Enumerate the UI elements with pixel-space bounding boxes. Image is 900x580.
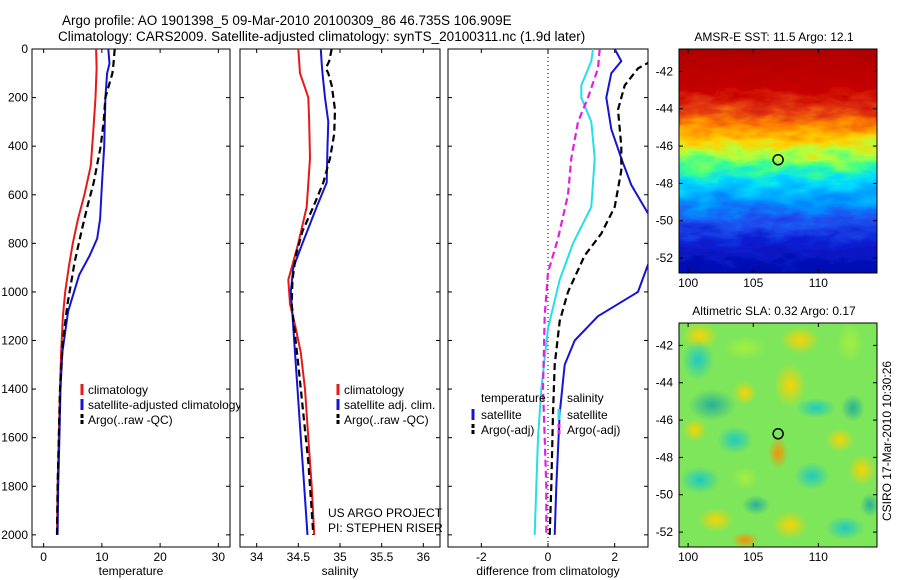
annotation-line: US ARGO PROJECT (328, 506, 443, 520)
legend-label: Argo(..raw -QC) (344, 413, 429, 427)
legend-label: satellite-adjusted climatology (88, 398, 241, 412)
y-tick-label: -52 (656, 251, 674, 265)
map-title: AMSR-E SST: 11.5 Argo: 12.1 (694, 30, 854, 44)
legend-label: satellite (567, 408, 608, 422)
x-tick-label: 34.5 (287, 550, 311, 564)
series-group (55, 49, 116, 535)
x-tick-label: 30 (212, 550, 226, 564)
y-tick-label: -48 (656, 176, 674, 190)
y-tick-label: 600 (8, 188, 28, 202)
y-tick-label: 400 (8, 139, 28, 153)
map-frame (678, 322, 878, 548)
figure-title-line-2: Climatology: CARS2009. Satellite-adjuste… (58, 29, 586, 44)
legend-label: satellite adj. clim. (344, 398, 435, 412)
argo-float-marker (772, 428, 784, 440)
y-tick-label: 1800 (1, 479, 28, 493)
sla-heatmap-image (679, 323, 877, 547)
series-line (533, 49, 596, 535)
legend-label: climatology (344, 383, 404, 397)
y-tick-label: 1400 (1, 382, 28, 396)
sst-heatmap-image (679, 49, 877, 273)
map-title: Altimetric SLA: 0.32 Argo: 0.17 (692, 304, 856, 318)
y-tick-label: -46 (656, 413, 674, 427)
x-tick-label: 34 (250, 550, 264, 564)
y-tick-label: -44 (656, 102, 674, 116)
x-tick-label: 110 (809, 276, 828, 290)
y-tick-label: -46 (656, 139, 674, 153)
series-line (290, 49, 337, 535)
x-axis-label: salinity (322, 564, 359, 578)
legend-label: Argo(..raw -QC) (88, 413, 173, 427)
y-tick-label: -50 (656, 488, 674, 502)
x-tick-label: 35.5 (370, 550, 394, 564)
y-tick-label: 1000 (1, 285, 28, 299)
y-tick-label: 200 (8, 91, 28, 105)
y-tick-label: -52 (656, 525, 674, 539)
legend-label: Argo(-adj) (567, 423, 620, 437)
series-line (55, 49, 116, 535)
x-tick-label: 105 (743, 276, 763, 290)
salinity-panel: 34 34.5 35 35.5 36 salinity climatologysatelli… (239, 48, 443, 578)
sla-map-panel: Altimetric SLA: 0.32 Argo: 0.17 -42 -44 -46… (656, 304, 894, 564)
x-axis-label: temperature (99, 564, 164, 578)
legend-label: Argo(-adj) (481, 423, 534, 437)
y-tick-label: 1600 (1, 431, 28, 445)
y-tick-label: 2000 (1, 528, 28, 542)
y-tick-label: 800 (8, 236, 28, 250)
x-tick-label: 20 (153, 550, 167, 564)
legend-group-title: salinity (567, 391, 604, 405)
legend-group-title: temperature (481, 391, 546, 405)
series-line (541, 49, 601, 535)
y-tick-label: 0 (21, 42, 28, 56)
series-line (605, 49, 648, 216)
sst-map-panel: AMSR-E SST: 11.5 Argo: 12.1 -42 -44 -46 -48 -… (656, 30, 878, 290)
x-tick-label: 0 (40, 550, 47, 564)
x-tick-label: -2 (476, 550, 487, 564)
x-tick-label: 36 (417, 550, 431, 564)
plot-frame (31, 48, 231, 548)
y-tick-label: -42 (656, 64, 674, 78)
x-tick-label: 105 (743, 550, 763, 564)
series-line (548, 61, 648, 535)
series-line (553, 261, 648, 535)
series-line (287, 49, 316, 535)
x-axis-label: difference from climatology (476, 564, 619, 578)
series-line (289, 49, 330, 535)
y-tick-label: -48 (656, 450, 674, 464)
figure-title-line-1: Argo profile: AO 1901398_5 09-Mar-2010 2… (62, 13, 512, 28)
y-tick-label: -42 (656, 338, 674, 352)
x-tick-label: 2 (611, 550, 618, 564)
x-tick-label: 10 (95, 550, 109, 564)
temperature-panel: 0 200 400 600 800 1000 1200 1400 1600 1800 2000 0 10… (1, 42, 241, 578)
series-group (287, 49, 337, 535)
series-group (533, 49, 648, 547)
x-tick-label: 0 (545, 550, 552, 564)
legend-label: climatology (88, 383, 148, 397)
plot-frame (239, 48, 441, 548)
x-tick-label: 110 (809, 550, 828, 564)
y-tick-label: 1200 (1, 334, 28, 348)
side-label: CSIRO 17-Mar-2010 10:30:26 (880, 361, 894, 521)
y-tick-label: -50 (656, 214, 674, 228)
x-tick-label: 100 (678, 550, 698, 564)
y-tick-label: -44 (656, 376, 674, 390)
map-frame (678, 48, 878, 274)
x-tick-label: 35 (333, 550, 347, 564)
annotation-line: PI: STEPHEN RISER (328, 521, 443, 535)
argo-float-marker (772, 154, 784, 166)
legend-label: satellite (481, 408, 522, 422)
x-tick-label: 100 (678, 276, 698, 290)
